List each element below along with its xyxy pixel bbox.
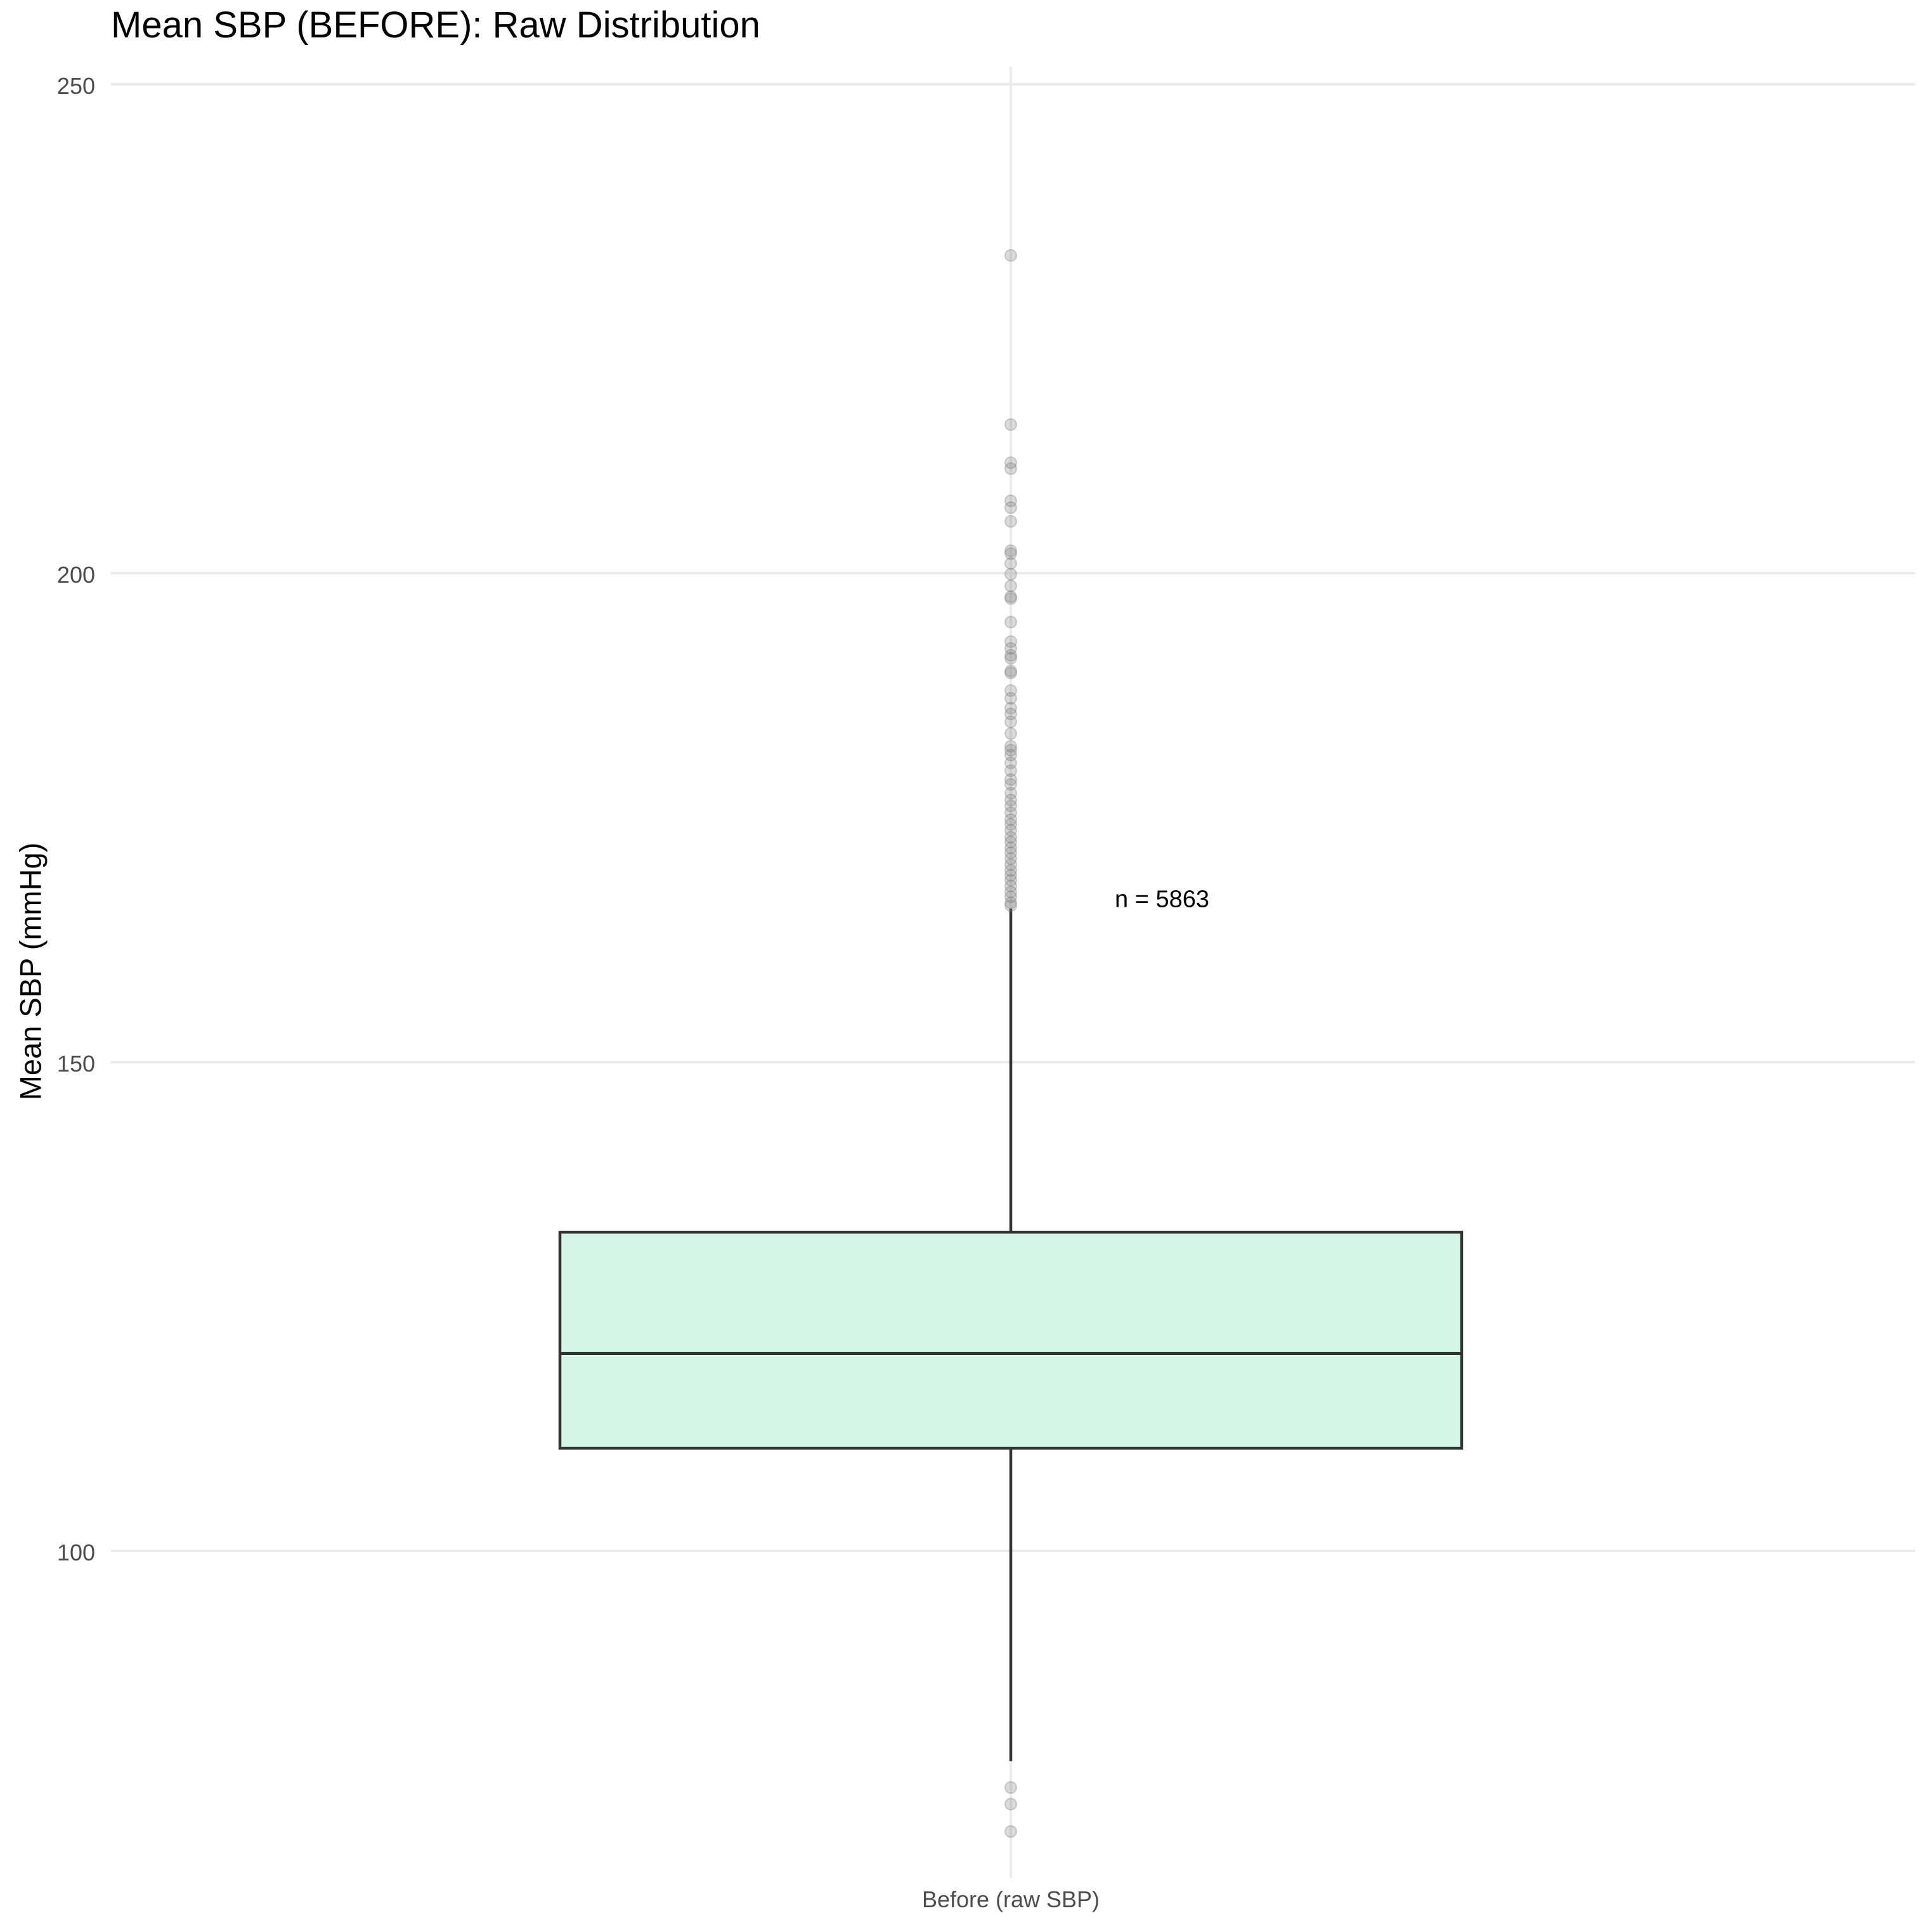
- outlier-point: [1004, 879, 1017, 893]
- outlier-point: [1004, 841, 1017, 855]
- outlier-point: [1004, 864, 1017, 877]
- outlier-point: [1004, 806, 1017, 819]
- outlier-point: [1004, 885, 1017, 898]
- outlier-point: [1004, 590, 1017, 604]
- outlier-point: [1004, 544, 1017, 557]
- outlier-point: [1004, 547, 1017, 561]
- box-iqr: [558, 1231, 1464, 1450]
- outlier-point: [1004, 456, 1017, 469]
- outlier-point: [1004, 652, 1017, 665]
- y-tick-label: 200: [57, 562, 95, 588]
- outlier-point: [1004, 874, 1017, 887]
- y-tick-label: 100: [57, 1540, 95, 1566]
- outlier-point: [1004, 899, 1017, 912]
- x-tick-label: Before (raw SBP): [922, 1886, 1100, 1912]
- outlier-point: [1004, 665, 1017, 678]
- outlier-point: [1004, 616, 1017, 629]
- outlier-point: [1004, 852, 1017, 866]
- outlier-point: [1004, 249, 1017, 262]
- outlier-point: [1004, 748, 1017, 762]
- outlier-point: [1004, 890, 1017, 904]
- outlier-point: [1004, 1781, 1017, 1794]
- outlier-point: [1004, 1798, 1017, 1811]
- outlier-point: [1004, 666, 1017, 680]
- chart-title: Mean SBP (BEFORE): Raw Distribution: [111, 4, 760, 46]
- outlier-point: [1004, 501, 1017, 514]
- outlier-point: [1004, 846, 1017, 860]
- outlier-point: [1004, 567, 1017, 581]
- outlier-point: [1004, 739, 1017, 753]
- outlier-point: [1004, 462, 1017, 476]
- outlier-point: [1004, 649, 1017, 662]
- y-axis-label: Mean SBP (mmHg): [13, 842, 48, 1101]
- outlier-point: [1004, 813, 1017, 826]
- outlier-point: [1004, 715, 1017, 729]
- outlier-point: [1004, 701, 1017, 715]
- y-tick-label: 150: [57, 1051, 95, 1077]
- outlier-point: [1004, 557, 1017, 570]
- outlier-point: [1004, 818, 1017, 831]
- outlier-point: [1004, 708, 1017, 721]
- outlier-point: [1004, 778, 1017, 791]
- outlier-point: [1004, 727, 1017, 740]
- outlier-point: [1004, 869, 1017, 882]
- outlier-point: [1004, 418, 1017, 431]
- sample-size-annotation: n = 5863: [1115, 886, 1209, 912]
- outlier-point: [1004, 793, 1017, 807]
- outlier-point: [1004, 831, 1017, 844]
- outlier-point: [1004, 1825, 1017, 1838]
- outlier-point: [1004, 692, 1017, 705]
- outlier-point: [1004, 786, 1017, 800]
- y-tick-label: 250: [57, 73, 95, 99]
- outlier-point: [1004, 515, 1017, 528]
- outlier-point: [1004, 684, 1017, 697]
- outlier-point: [1004, 773, 1017, 786]
- outlier-point: [1004, 635, 1017, 648]
- outlier-point: [1004, 756, 1017, 770]
- outlier-point: [1004, 824, 1017, 837]
- outlier-point: [1004, 592, 1017, 606]
- outlier-point: [1004, 836, 1017, 849]
- outlier-point: [1004, 764, 1017, 777]
- outlier-point: [1004, 744, 1017, 757]
- outlier-point: [1004, 799, 1017, 812]
- outlier-point: [1004, 494, 1017, 507]
- outlier-point: [1004, 896, 1017, 909]
- outlier-point: [1004, 580, 1017, 593]
- outlier-point: [1004, 642, 1017, 655]
- outlier-point: [1004, 858, 1017, 871]
